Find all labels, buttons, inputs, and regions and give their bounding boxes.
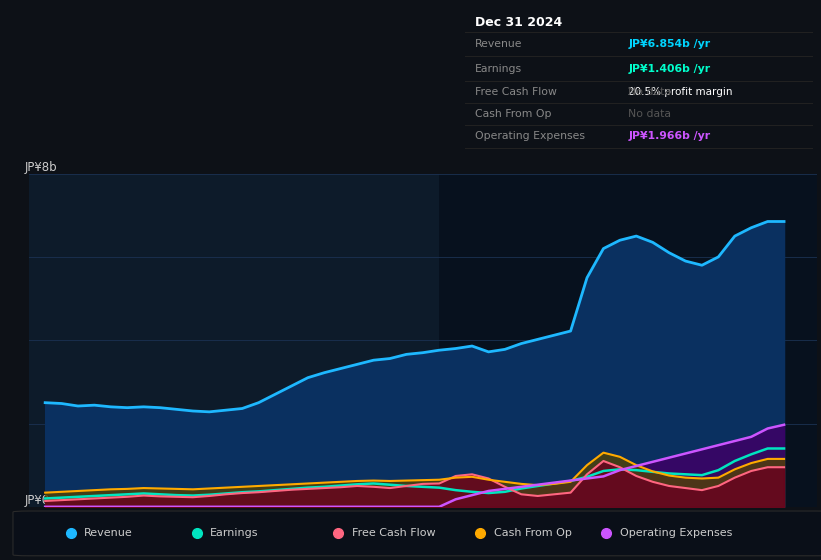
Text: JP¥1.406b /yr: JP¥1.406b /yr <box>628 64 710 74</box>
Text: JP¥1.966b /yr: JP¥1.966b /yr <box>628 131 710 141</box>
Text: Free Cash Flow: Free Cash Flow <box>352 529 435 538</box>
Text: Operating Expenses: Operating Expenses <box>475 131 585 141</box>
Text: No data: No data <box>628 109 672 119</box>
Text: JP¥6.854b /yr: JP¥6.854b /yr <box>628 39 710 49</box>
Text: JP¥8b: JP¥8b <box>25 161 57 174</box>
FancyBboxPatch shape <box>13 511 821 556</box>
Bar <box>439 174 817 507</box>
Text: Cash From Op: Cash From Op <box>493 529 571 538</box>
Text: 20.5% profit margin: 20.5% profit margin <box>628 87 733 97</box>
Text: Revenue: Revenue <box>475 39 523 49</box>
Text: Free Cash Flow: Free Cash Flow <box>475 87 557 97</box>
Text: Earnings: Earnings <box>210 529 259 538</box>
Text: Operating Expenses: Operating Expenses <box>620 529 732 538</box>
Text: JP¥0: JP¥0 <box>25 494 50 507</box>
Text: Earnings: Earnings <box>475 64 522 74</box>
Text: Revenue: Revenue <box>84 529 133 538</box>
Text: Dec 31 2024: Dec 31 2024 <box>475 16 562 29</box>
Text: No data: No data <box>628 87 672 97</box>
Text: Cash From Op: Cash From Op <box>475 109 552 119</box>
